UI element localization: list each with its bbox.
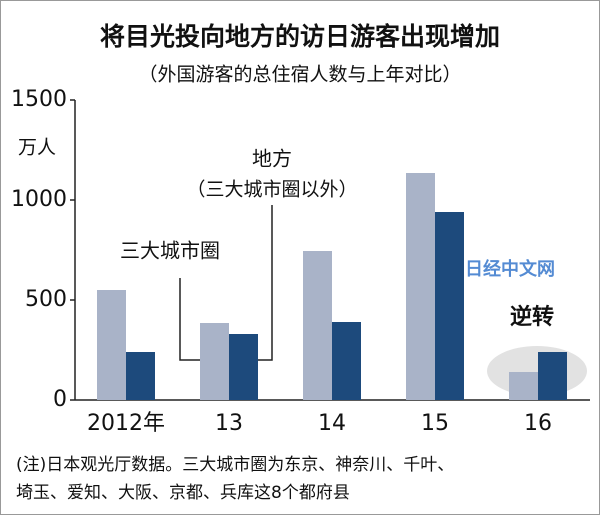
bar	[538, 352, 567, 400]
series-label: 三大城市圈	[120, 239, 220, 263]
bar	[509, 372, 538, 400]
x-tick-label: 16	[524, 411, 552, 436]
y-unit: 万人	[18, 137, 56, 159]
note: (注)日本观光厅数据。三大城市圈为东京、神奈川、千叶、	[16, 455, 454, 475]
x-tick-label: 14	[318, 411, 346, 436]
x-tick-label: 13	[215, 411, 243, 436]
bar	[97, 290, 126, 400]
y-tick-label: 500	[25, 287, 67, 312]
x-tick-label: 2012年	[87, 411, 165, 436]
watermark: 日经中文网	[465, 258, 555, 280]
bar	[303, 251, 332, 400]
y-tick-label: 0	[53, 387, 67, 412]
bar	[200, 323, 229, 400]
y-tick-label: 1500	[11, 87, 67, 112]
y-tick-label: 1000	[11, 187, 67, 212]
bar	[435, 212, 464, 400]
annotation: （三大城市圈以外）	[186, 179, 357, 201]
chart-title: 将目光投向地方的访日游客出现增加	[100, 22, 500, 51]
x-tick-label: 15	[421, 411, 449, 436]
annotation: 逆转	[510, 304, 554, 330]
note: 埼玉、爱知、大阪、京都、兵库这8个都府县	[16, 483, 350, 503]
bar	[332, 322, 361, 400]
bar	[126, 352, 155, 400]
bar	[229, 334, 258, 400]
series-label: 地方	[252, 147, 292, 171]
chart-subtitle: （外国游客的总住宿人数与上年对比）	[138, 64, 461, 86]
bar	[406, 173, 435, 400]
